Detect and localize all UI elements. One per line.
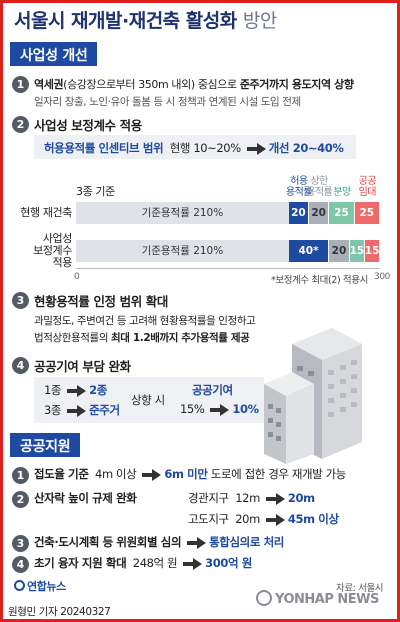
upzone-label: 상향 시 (131, 393, 165, 407)
chart-title: 3종 기준 (76, 185, 115, 198)
chart-bar-base: 기준용적률 210% (76, 240, 289, 262)
item-number-4: 4 (12, 357, 29, 374)
contribution-change: 15% 10% (180, 402, 259, 416)
s2-item-number-4: 4 (12, 556, 29, 573)
s2-item-number-3: 3 (12, 535, 29, 552)
contribution-label: 공공기여 (192, 383, 233, 397)
section-heading-public-support: 공공지원 (10, 433, 81, 457)
s2-item3: 건축·도시계획 등 위원회별 심의 통합심의로 처리 (34, 535, 284, 549)
page-title: 서울시 재개발·재건축 활성화 방안 (14, 10, 277, 32)
arrow-icon (210, 403, 230, 416)
chart-legend-item: 상한 용적률 (306, 176, 333, 198)
arrow-icon (246, 142, 266, 155)
chart-legend-item: 분양 (333, 187, 351, 198)
arrow-icon (187, 536, 207, 549)
item-number-1: 1 (12, 76, 29, 93)
zone-row-1: 1종 2종 (44, 383, 107, 397)
arrow-icon (265, 492, 285, 505)
item1-line1: 역세권(승강장으로부터 350m 내외) 중심으로 준주거까지 용도지역 상향 (34, 78, 354, 91)
arrow-icon (142, 468, 162, 481)
s2-item2-row2: 고도지구 20m 45m 이상 (188, 512, 339, 526)
chart-bar-sale: 25 (329, 202, 354, 224)
item3-line1: 과밀정도, 주변여건 등 고려해 현황용적률을 인정하고 (34, 315, 256, 327)
chart-category-label: 사업성 보정계수 적용 (33, 232, 72, 269)
s2-item-number-1: 1 (12, 467, 29, 484)
arrow-icon (183, 557, 203, 570)
byline: 원형민 기자 20240327 (8, 606, 111, 618)
incentive-line: 허용용적률 인센티브 범위 현행 10~20% 개선 20~40% (44, 141, 344, 155)
chart-bar-upper: 20 (329, 240, 349, 262)
chart-tick-0: 0 (74, 272, 80, 282)
chart-axis (76, 268, 380, 269)
arrow-icon (67, 404, 87, 417)
chart-bar-allowed: 20 (288, 202, 309, 224)
watermark-icon (256, 590, 272, 606)
item-number-3: 3 (12, 292, 29, 309)
item2-heading: 사업성 보정계수 적용 (34, 118, 142, 133)
chart-bar-upper: 20 (309, 202, 329, 224)
item3-line2: 법적상한용적률의 최대 1.2배까지 추가용적률 제공 (34, 332, 250, 344)
s2-item4: 초기 융자 지원 확대 248억 원 300억 원 (34, 556, 252, 570)
watermark: YONHAP NEWS (256, 590, 379, 607)
chart-bar-sale: 15 (349, 240, 364, 262)
chart-category-label: 현행 재건축 (20, 206, 72, 219)
s2-item-number-2: 2 (12, 491, 29, 508)
section-heading-business: 사업성 개선 (10, 42, 98, 66)
chart-note: *보정계수 최대(2) 적용시 (271, 275, 368, 286)
yonhap-logo: 연합뉴스 (14, 578, 66, 594)
source-label: 자료: 서울시 (336, 583, 384, 594)
s2-item2-row1: 경관지구 12m 20m (188, 491, 315, 505)
s2-item2-label: 산자락 높이 규제 완화 (34, 491, 137, 505)
item3-heading: 현황용적률 인정 범위 확대 (34, 294, 168, 309)
chart-bar-rental: 25 (354, 202, 379, 224)
zone-row-2: 3종 준주거 (44, 403, 120, 417)
chart-bar-allowed: 40* (288, 240, 329, 262)
item-number-2: 2 (12, 116, 29, 133)
chart-bar-base: 기준용적률 210% (76, 202, 289, 224)
chart-legend-item: 허용 용적률 (285, 176, 313, 198)
chart-tick-300: 300 (374, 272, 390, 282)
chart-bar-rental: 15 (364, 240, 379, 262)
item1-line2: 일자리 창출, 노인·유아 돌봄 등 시 정책과 연계된 시설 도입 전제 (34, 96, 301, 108)
yonhap-logo-icon (14, 580, 25, 591)
incentive-box (34, 135, 356, 159)
s2-item1: 접도율 기준 4m 이상 6m 미만 도로에 접한 경우 재개발 가능 (34, 467, 346, 481)
item4-heading: 공공기여 부담 완화 (34, 359, 131, 374)
arrow-icon (67, 384, 87, 397)
building-illustration (264, 328, 362, 464)
chart-legend-item: 공공 임대 (358, 176, 377, 198)
arrow-icon (265, 513, 285, 526)
